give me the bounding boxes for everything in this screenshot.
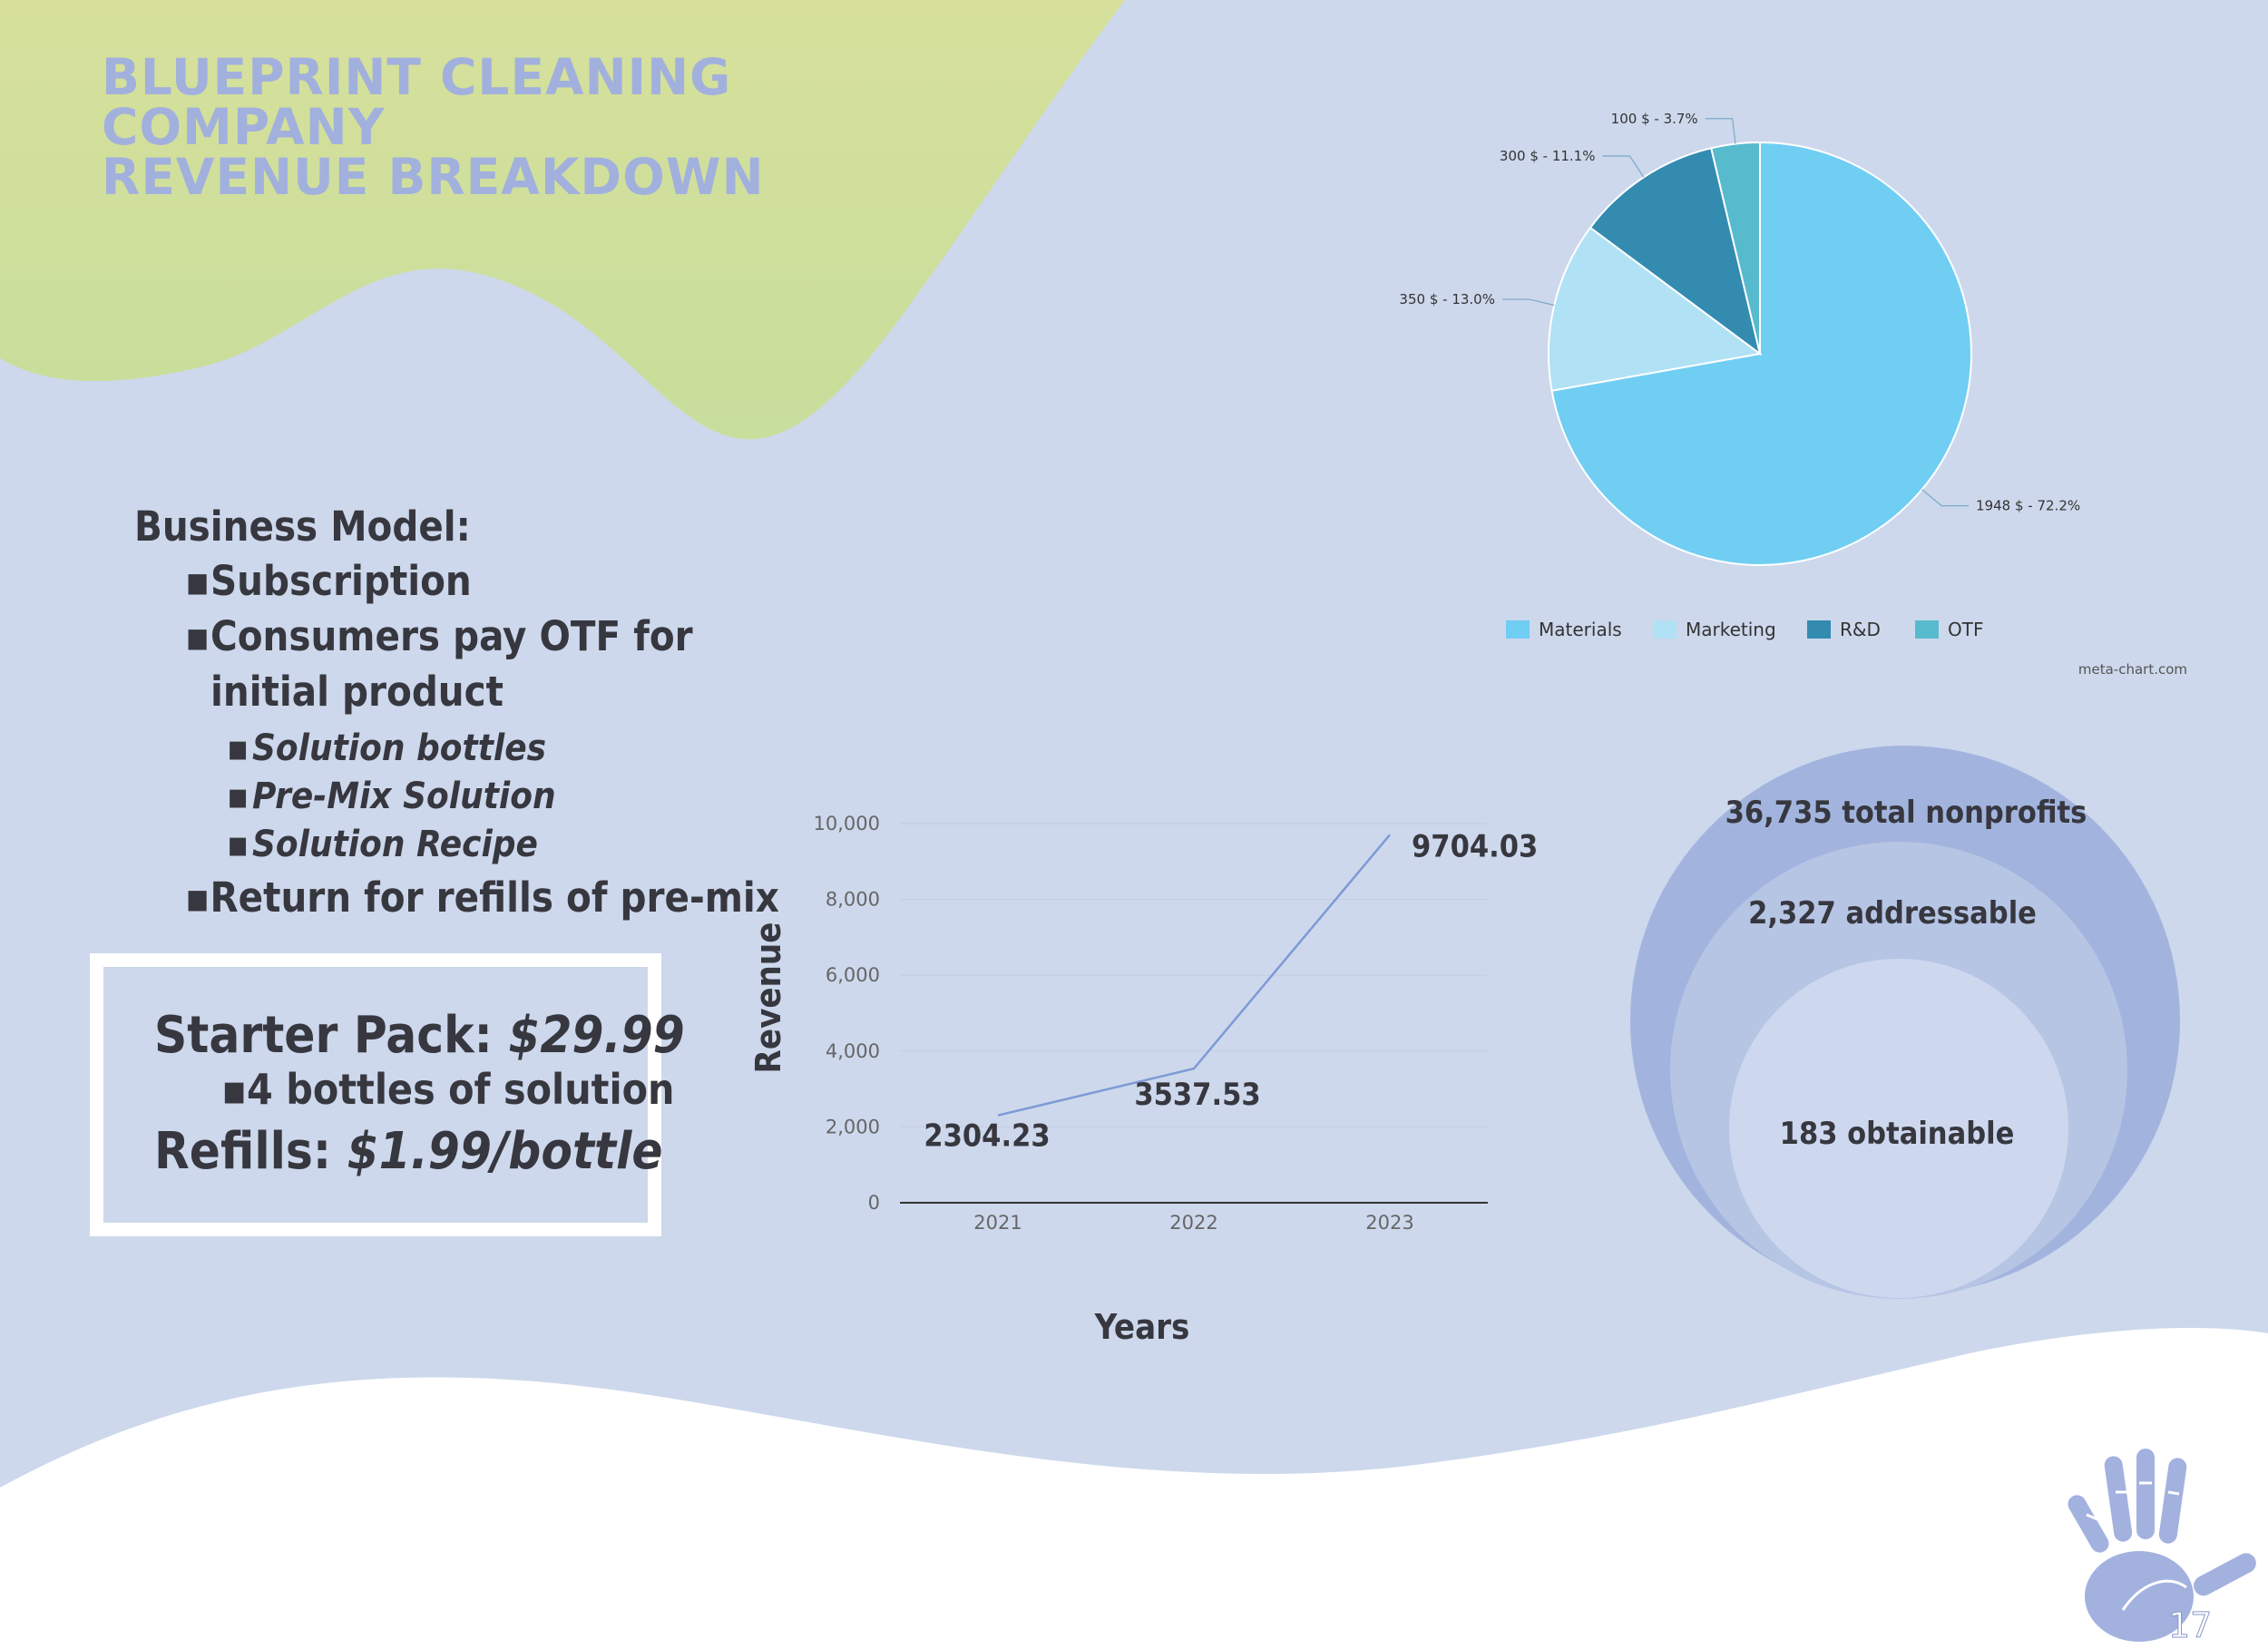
refills-price: $1.99/bottle bbox=[347, 1122, 663, 1181]
y-tick-label: 4,000 bbox=[826, 1040, 880, 1062]
cost-breakdown-pie-chart: 1948 $ - 72.2% 350 $ - 13.0% 300 $ - 11.1%… bbox=[1399, 111, 2187, 678]
page-number: 17 bbox=[2168, 1605, 2212, 1645]
pie-slice bbox=[1710, 141, 1761, 355]
starter-pack-detail: 4 bottles of solution bbox=[221, 1065, 675, 1114]
y-tick-label: 8,000 bbox=[826, 889, 880, 911]
business-model-subitem: Solution Recipe bbox=[227, 824, 538, 865]
y-tick-label: 6,000 bbox=[826, 964, 880, 986]
leader-line bbox=[1705, 118, 1736, 144]
green-blob bbox=[0, 0, 1125, 440]
starter-pack-line: Starter Pack: $29.99 bbox=[154, 1010, 685, 1061]
business-model-subitem: Solution bottles bbox=[227, 727, 546, 769]
business-model-item-continuation: initial product bbox=[210, 668, 503, 716]
legend-swatch bbox=[1807, 620, 1831, 639]
legend-label: Marketing bbox=[1686, 619, 1776, 640]
x-axis-title: Years bbox=[1094, 1307, 1190, 1347]
label-addressable: 2,327 addressable bbox=[1748, 895, 2037, 932]
label-total-nonprofits: 36,735 total nonprofits bbox=[1725, 795, 2087, 831]
chart-credit: meta-chart.com bbox=[2078, 661, 2187, 678]
y-axis-title: Revenue bbox=[748, 922, 788, 1074]
revenue-series-line bbox=[997, 834, 1391, 1117]
legend-swatch bbox=[1653, 620, 1677, 639]
pie-slice bbox=[1589, 147, 1762, 356]
y-tick-label: 0 bbox=[868, 1192, 880, 1214]
business-model-item: Consumers pay OTF for bbox=[185, 612, 693, 660]
data-label: 9704.03 bbox=[1412, 828, 1538, 864]
pie-slice-label: 100 $ - 3.7% bbox=[1611, 111, 1698, 127]
data-label: 3537.53 bbox=[1134, 1077, 1260, 1113]
data-labels: 2304.23 3537.53 9704.03 bbox=[924, 828, 1538, 1154]
pie-legend: Materials Marketing R&D OTF bbox=[1506, 619, 1983, 640]
business-model-subitem: Pre-Mix Solution bbox=[227, 776, 556, 817]
starter-pack-price: $29.99 bbox=[508, 1006, 685, 1065]
pie-slice-label: 350 $ - 13.0% bbox=[1399, 291, 1495, 307]
label-obtainable: 183 obtainable bbox=[1780, 1116, 2015, 1152]
pie-slice-label: 300 $ - 11.1% bbox=[1500, 148, 1596, 164]
leader-line bbox=[1602, 155, 1645, 178]
handprint-icon: 17 bbox=[2068, 1449, 2256, 1646]
pie-slices bbox=[1548, 141, 1972, 566]
legend-label: R&D bbox=[1840, 619, 1881, 640]
y-gridlines bbox=[900, 823, 1488, 1204]
market-sizing-circles: 36,735 total nonprofits 2,327 addressabl… bbox=[1630, 746, 2180, 1299]
x-tick-label: 2022 bbox=[1169, 1212, 1217, 1234]
refills-line: Refills: $1.99/bottle bbox=[154, 1127, 663, 1177]
legend-swatch bbox=[1915, 620, 1939, 639]
y-tick-labels: 0 2,000 4,000 6,000 8,000 10,000 bbox=[814, 813, 880, 1214]
refills-label: Refills: bbox=[154, 1122, 347, 1181]
circle-obtainable bbox=[1729, 959, 2068, 1298]
x-tick-label: 2023 bbox=[1365, 1212, 1413, 1234]
y-tick-label: 2,000 bbox=[826, 1116, 880, 1137]
pie-leader-lines bbox=[1501, 118, 1970, 507]
x-tick-label: 2021 bbox=[973, 1212, 1022, 1234]
page-title: BLUEPRINT CLEANING COMPANY REVENUE BREAK… bbox=[102, 53, 1009, 202]
data-label: 2304.23 bbox=[924, 1118, 1050, 1155]
legend-label: OTF bbox=[1948, 619, 1983, 640]
legend-swatch bbox=[1506, 620, 1530, 639]
pricing-box: Starter Pack: $29.99 4 bottles of soluti… bbox=[90, 953, 685, 1236]
business-model-heading: Business Model: bbox=[134, 503, 471, 551]
legend-label: Materials bbox=[1539, 619, 1622, 640]
starter-pack-label: Starter Pack: bbox=[154, 1006, 509, 1065]
bullet: ▪ bbox=[185, 873, 210, 922]
pie-slice bbox=[1548, 226, 1763, 392]
white-wave bbox=[0, 1328, 2268, 1649]
pie-slice-labels: 1948 $ - 72.2% 350 $ - 13.0% 300 $ - 11.1%… bbox=[1399, 111, 2080, 514]
business-model-item-text: Return for refills of pre-mix bbox=[210, 873, 779, 922]
business-model-item: Subscription bbox=[185, 557, 472, 605]
leader-line bbox=[1501, 298, 1555, 307]
revenue-line-chart: 0 2,000 4,000 6,000 8,000 10,000 2021 2022 2023… bbox=[748, 813, 1538, 1347]
title-line-1: BLUEPRINT CLEANING COMPANY bbox=[102, 48, 732, 156]
y-tick-label: 10,000 bbox=[814, 813, 880, 834]
leader-line bbox=[1921, 489, 1970, 507]
title-line-2: REVENUE BREAKDOWN bbox=[102, 148, 765, 206]
pie-slice-label: 1948 $ - 72.2% bbox=[1976, 498, 2080, 514]
x-tick-labels: 2021 2022 2023 bbox=[973, 1212, 1413, 1234]
business-model-item: ▪Return for refills of pre-mix bbox=[185, 873, 779, 922]
pie-slice bbox=[1550, 141, 1972, 566]
